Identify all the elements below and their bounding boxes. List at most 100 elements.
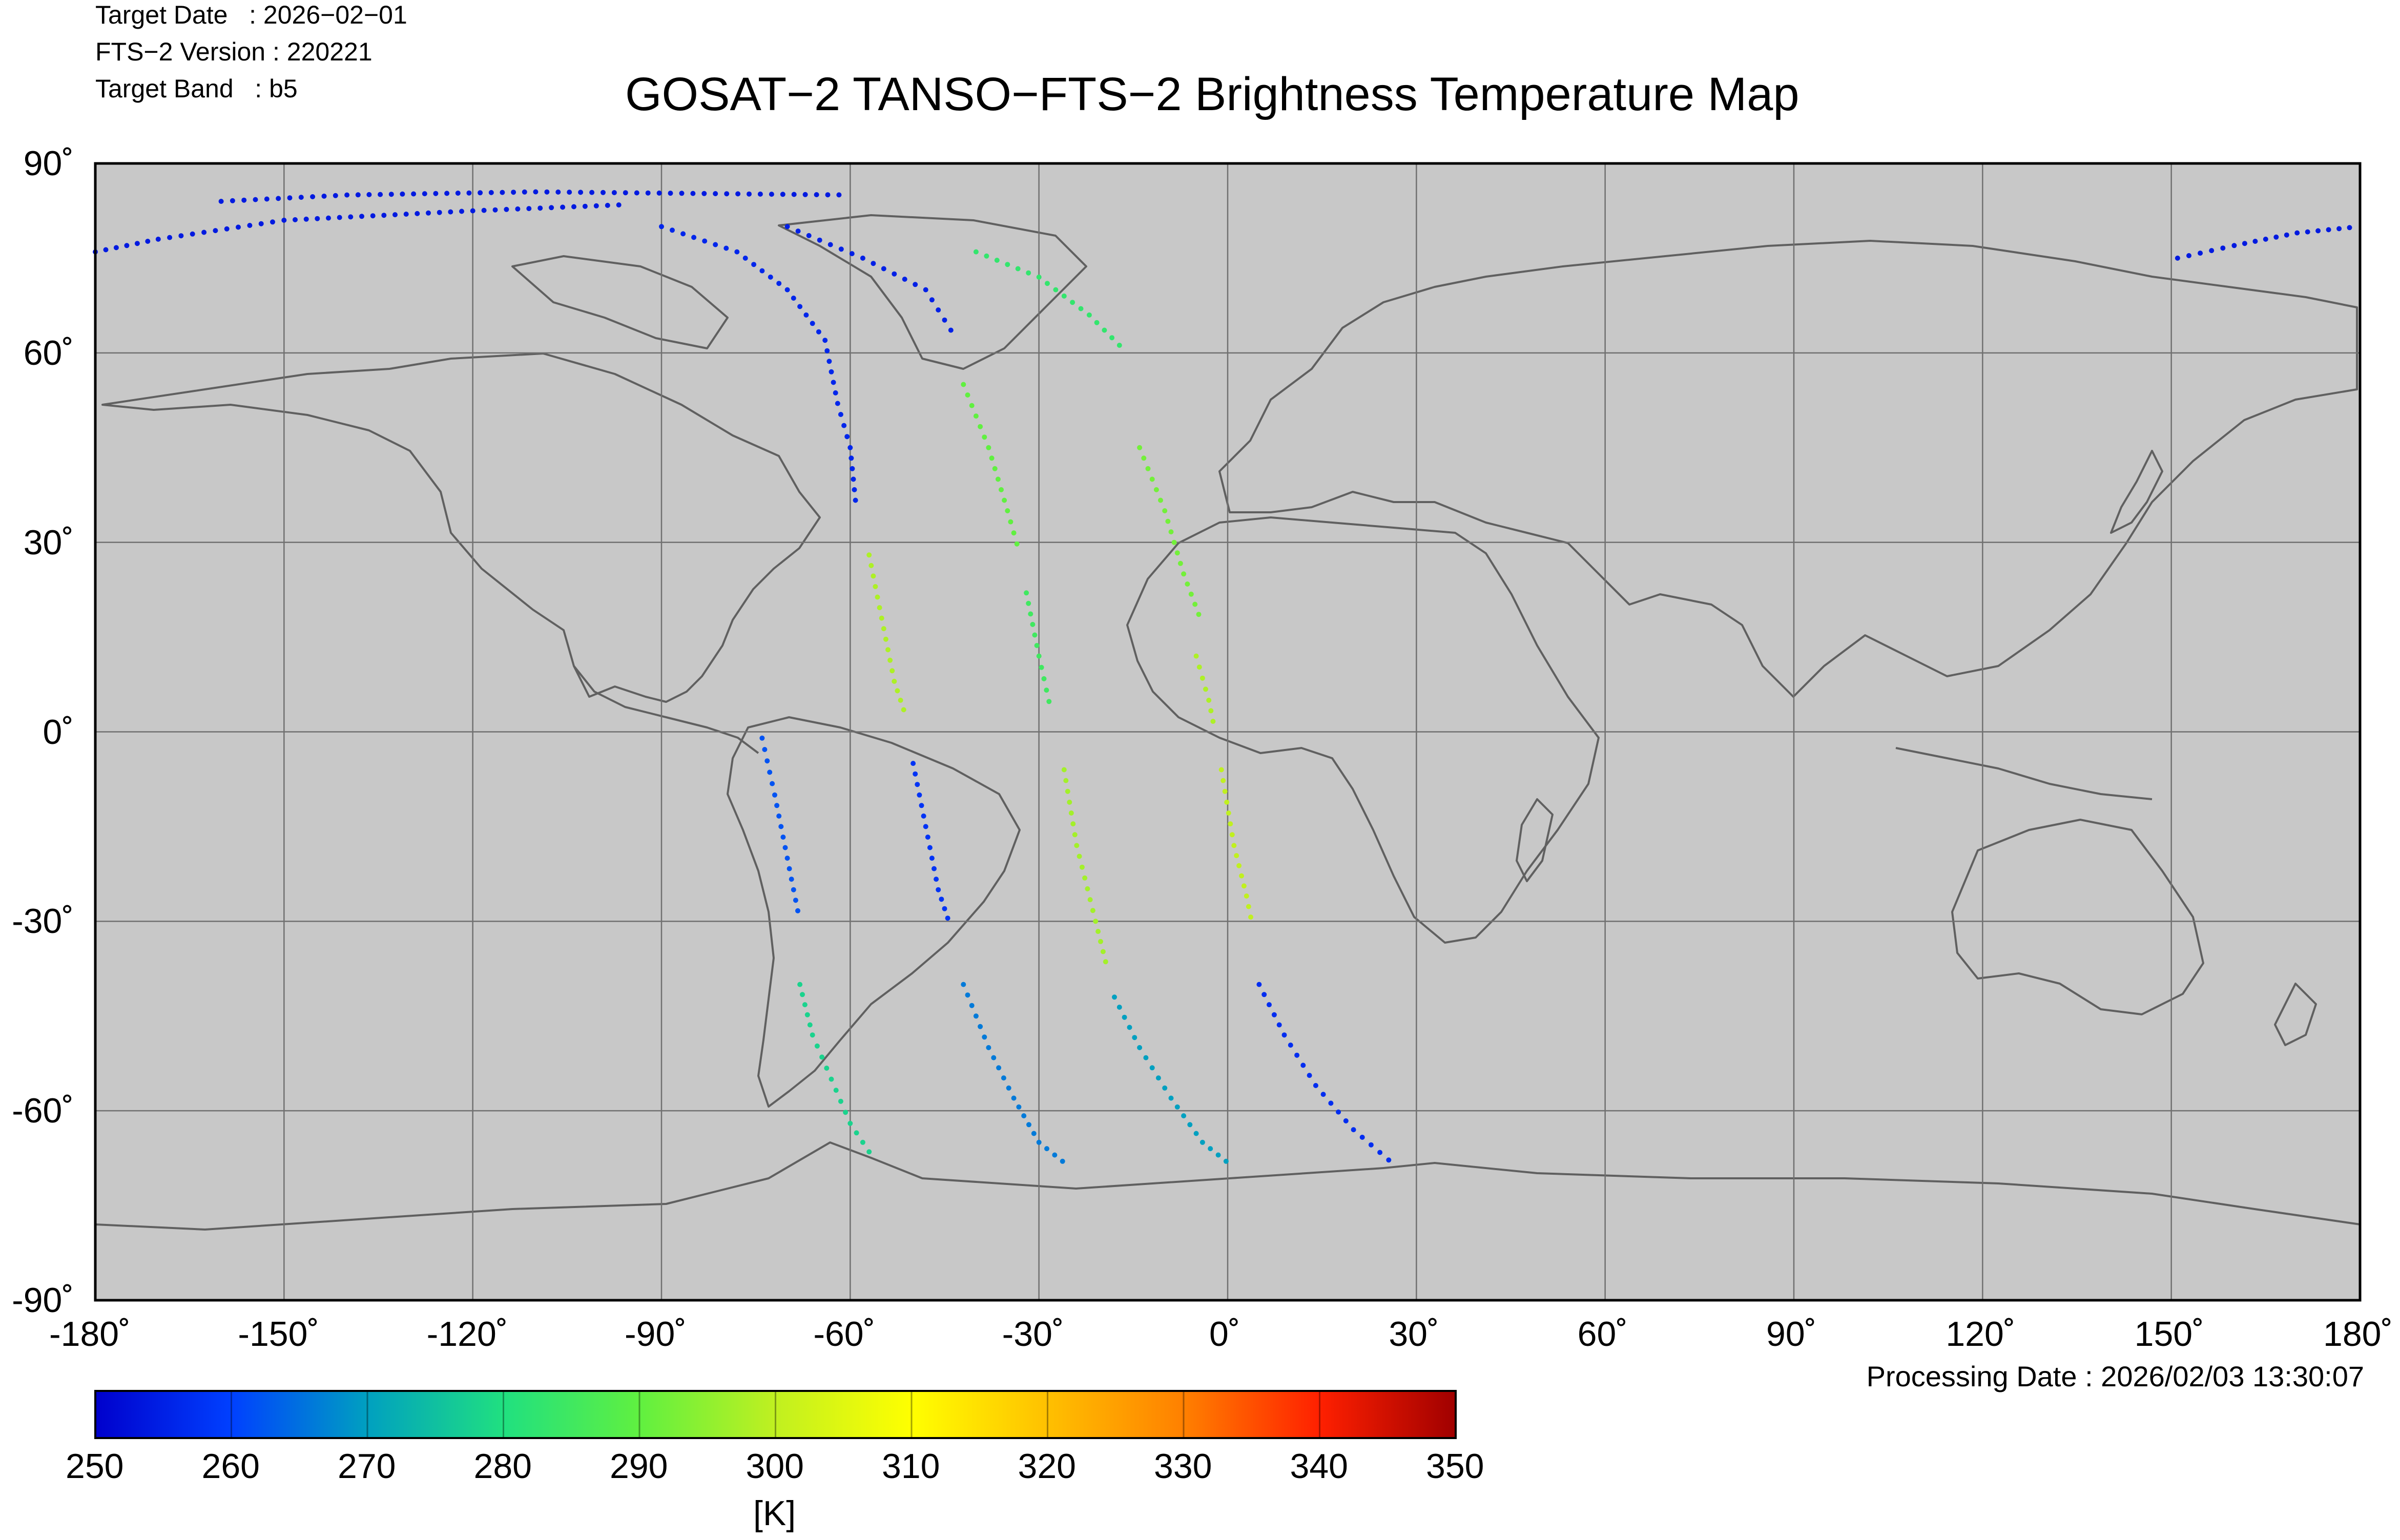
observation-point [887,657,893,663]
observation-point [978,424,983,429]
swath [1193,653,1216,724]
observation-point [724,191,730,197]
observation-point [969,1003,975,1008]
observation-point [1074,843,1080,848]
observation-point [2263,236,2268,242]
observation-point [1239,873,1244,879]
map-frame [94,162,2362,1302]
observation-point [500,190,505,195]
colorbar-tick-label: 260 [201,1447,260,1486]
observation-point [1236,863,1242,868]
observation-point [411,191,417,197]
observation-point [213,228,218,234]
observation-point [145,239,151,244]
observation-point [1008,519,1013,525]
observation-point [355,192,361,198]
observation-point [526,206,532,212]
observation-point [1359,1134,1365,1140]
observation-point [2198,251,2203,256]
observation-point [1174,550,1180,556]
observation-point [1208,1146,1213,1152]
observation-point [913,282,918,287]
observation-point [913,771,918,777]
observation-point [1228,821,1233,827]
observation-point [2284,232,2289,238]
observation-point [881,266,886,272]
observation-point [1158,497,1163,503]
observation-point [2305,229,2310,235]
observation-point [1351,1127,1356,1133]
observation-point [1162,1085,1168,1091]
observation-point [769,192,774,197]
observation-point [1067,799,1072,805]
observation-point [824,348,830,353]
processing-date-label: Processing Date : 2026/02/03 13:30:07 [1866,1360,2364,1392]
observation-point [2209,248,2215,254]
chart-title: GOSAT−2 TANSO−FTS−2 Brightness Temperatu… [625,68,1799,120]
observation-point [1011,1095,1017,1101]
observation-point [670,227,675,233]
observation-point [782,845,788,850]
coastline-central-america [573,665,759,754]
observation-point [2294,230,2300,236]
observation-point [850,466,855,471]
observation-point [433,191,439,196]
observation-point [1226,810,1231,816]
observation-point [1021,1113,1027,1118]
colorbar-tick-label: 340 [1290,1447,1348,1486]
observation-point [768,274,773,280]
swath [784,224,954,333]
observation-point [2326,227,2331,233]
observation-point [701,191,707,196]
coastlines [95,214,2361,1231]
observation-point [504,206,509,212]
observation-point [802,1002,808,1008]
observation-point [1177,560,1183,566]
observation-point [1271,1012,1277,1017]
observation-point [759,735,765,741]
observation-point [544,189,550,195]
colorbar-tick-label: 300 [746,1447,804,1486]
observation-point [1034,643,1040,648]
observation-point [1137,445,1143,450]
colorbar-tick-label: 280 [473,1447,532,1486]
observation-point [1193,653,1199,659]
colorbar-tick-label: 310 [882,1447,940,1486]
observation-point [892,678,897,684]
observation-point [511,190,516,195]
observation-point [1187,1122,1193,1128]
swath [1218,767,1253,920]
observation-point [444,191,450,196]
observation-point [816,329,821,335]
observation-point [800,992,805,997]
observation-point [321,193,327,199]
observation-point [822,338,828,343]
observation-point [751,262,757,267]
observation-point [537,205,543,211]
observation-point [969,403,975,408]
observation-point [1188,591,1194,597]
observation-point [1032,632,1038,638]
observation-point [991,1055,997,1060]
observation-point [860,1139,865,1145]
observation-point [481,207,487,213]
observation-point [478,190,483,196]
observation-point [337,215,342,220]
observation-point [1377,1150,1383,1155]
observation-point [1016,1104,1022,1110]
observation-point [817,237,822,243]
observation-point [1234,853,1239,859]
observation-point [772,792,777,798]
observation-point [1215,1152,1221,1158]
observation-point [838,1098,843,1104]
observation-point [298,195,304,200]
observation-point [2347,225,2352,231]
observation-point [2220,245,2226,251]
observation-point [1061,293,1067,299]
observation-point [492,207,498,213]
swath [1061,767,1108,965]
observation-point [1068,810,1074,816]
observation-point [258,221,264,226]
observation-point [680,231,686,237]
observation-point [1127,1025,1132,1030]
